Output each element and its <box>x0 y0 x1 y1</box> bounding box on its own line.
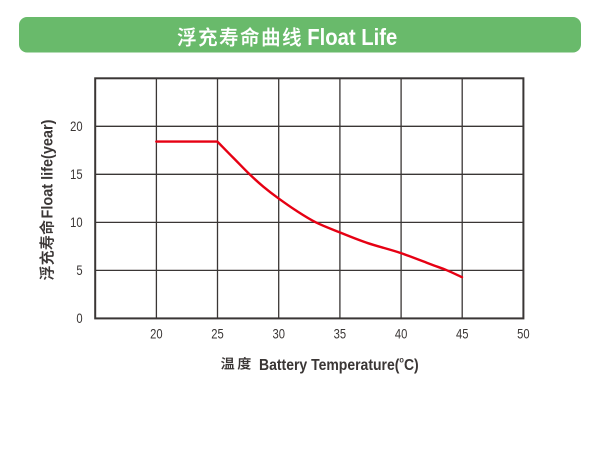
svg-text:25: 25 <box>211 325 223 342</box>
svg-text:5: 5 <box>76 262 82 279</box>
svg-text:20: 20 <box>150 325 162 342</box>
svg-text:Float Life: Float Life <box>307 24 397 51</box>
svg-text:30: 30 <box>272 325 284 342</box>
svg-text:40: 40 <box>395 325 407 342</box>
svg-text:15: 15 <box>70 166 82 183</box>
svg-text:20: 20 <box>70 118 82 135</box>
svg-text:Battery Temperature(oC): Battery Temperature(oC) <box>259 355 419 374</box>
svg-text:35: 35 <box>334 325 346 342</box>
svg-text:0: 0 <box>76 310 82 327</box>
svg-text:10: 10 <box>70 214 82 231</box>
svg-text:50: 50 <box>517 325 529 342</box>
svg-text:45: 45 <box>456 325 468 342</box>
svg-text:Float life(year): Float life(year) <box>39 120 57 219</box>
